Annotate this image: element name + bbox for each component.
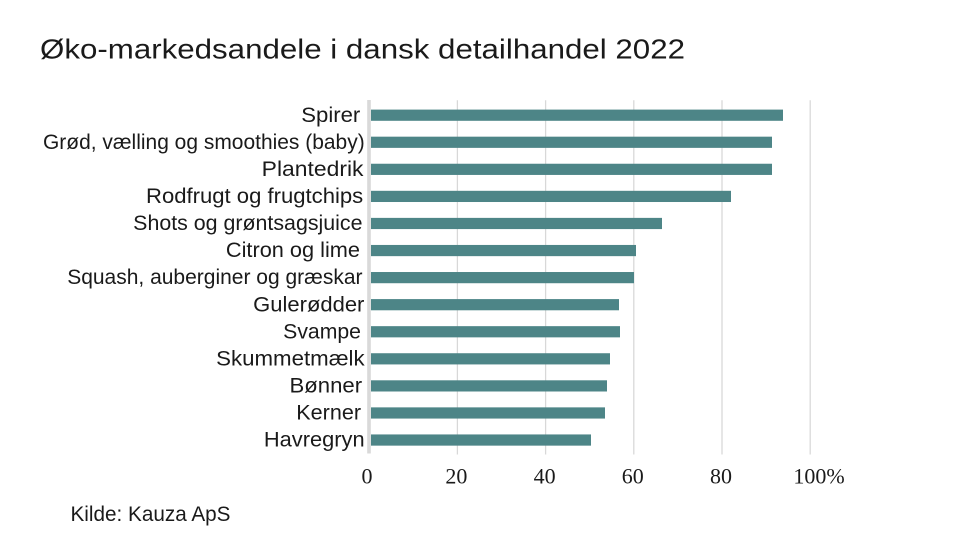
svg-text:80: 80 <box>710 463 732 488</box>
svg-text:Kerner: Kerner <box>296 402 361 425</box>
svg-text:Plantedrik: Plantedrik <box>262 158 364 181</box>
svg-text:Shots og grøntsagsjuice: Shots og grøntsagsjuice <box>133 212 362 235</box>
svg-text:Bønner: Bønner <box>290 375 363 398</box>
svg-text:0: 0 <box>362 463 373 488</box>
svg-text:20: 20 <box>445 463 467 488</box>
svg-text:Skummetmælk: Skummetmælk <box>216 347 365 370</box>
svg-text:Øko-markedsandele i dansk deta: Øko-markedsandele i dansk detailhandel 2… <box>40 34 685 65</box>
svg-text:Havregryn: Havregryn <box>264 429 365 452</box>
svg-text:100%: 100% <box>793 463 844 488</box>
svg-text:Grød, vælling og smoothies (ba: Grød, vælling og smoothies (baby) <box>43 131 365 154</box>
svg-text:Gulerødder: Gulerødder <box>253 293 364 316</box>
svg-text:Rodfrugt og frugtchips: Rodfrugt og frugtchips <box>146 185 363 208</box>
svg-text:60: 60 <box>622 463 644 488</box>
svg-text:Squash, auberginer og græskar: Squash, auberginer og græskar <box>67 266 362 289</box>
svg-text:Spirer: Spirer <box>301 104 360 127</box>
svg-text:Kilde: Kauza ApS: Kilde: Kauza ApS <box>71 503 231 526</box>
svg-text:40: 40 <box>534 463 556 488</box>
svg-text:Citron og lime: Citron og lime <box>226 239 360 262</box>
svg-text:Svampe: Svampe <box>283 320 361 343</box>
